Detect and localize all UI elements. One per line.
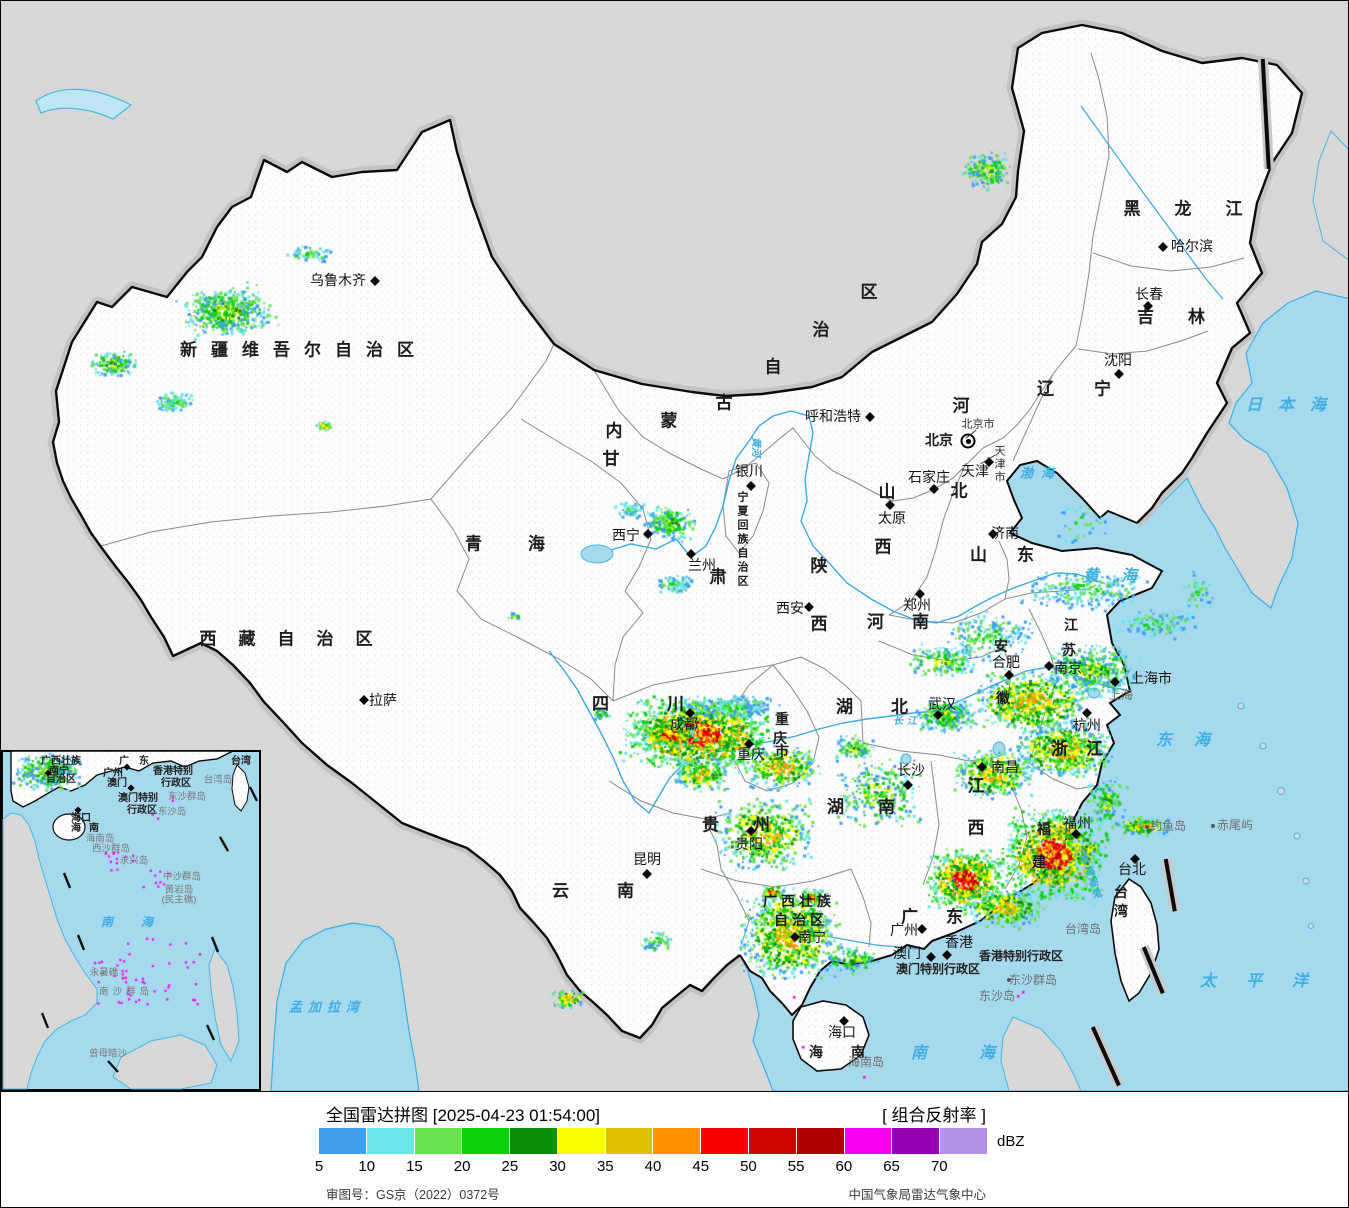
colorbar-cell <box>366 1128 414 1154</box>
colorbar-cell <box>892 1128 940 1154</box>
map-title: 全国雷达拼图 [2025-04-23 01:54:00] <box>326 1106 601 1125</box>
china-radar-map: 新疆维吾尔自治区 西藏自治区 青海甘肃内蒙古自治区陕西山西河北河南 山东江苏安徽湖北四… <box>1 1 1348 1091</box>
legend-panel: 全国雷达拼图 [2025-04-23 01:54:00] [ 组合反射率 ] d… <box>1 1091 1348 1207</box>
colorbar-tick: 5 <box>314 1158 324 1175</box>
colorbar-cell <box>940 1128 987 1154</box>
colorbar-tick: 45 <box>692 1158 710 1175</box>
colorbar-tick: 55 <box>787 1158 805 1175</box>
radar-echo-layer <box>1 1 1348 1091</box>
data-source: 中国气象局雷达气象中心 <box>848 1188 986 1202</box>
license-number: 审图号：GS京（2022）0372号 <box>326 1188 500 1202</box>
colorbar-tick: 15 <box>406 1158 423 1175</box>
colorbar-cell <box>605 1128 653 1154</box>
colorbar-cell <box>319 1128 366 1154</box>
dbz-unit: dBZ <box>997 1133 1025 1150</box>
colorbar-cell <box>510 1128 557 1154</box>
colorbar-tick: 20 <box>453 1158 471 1175</box>
colorbar-cell <box>749 1128 796 1154</box>
colorbar-tick: 60 <box>835 1158 853 1175</box>
colorbar-cell <box>462 1128 510 1154</box>
colorbar-cell <box>796 1128 844 1154</box>
colorbar-tick: 65 <box>883 1158 900 1175</box>
product-label: [ 组合反射率 ] <box>882 1106 986 1125</box>
colorbar-tick: 50 <box>740 1158 757 1175</box>
colorbar-cell <box>653 1128 701 1154</box>
colorbar-tick: 40 <box>644 1158 662 1175</box>
reflectivity-colorbar <box>319 1128 987 1154</box>
colorbar-tick: 35 <box>596 1158 614 1175</box>
colorbar-tick: 25 <box>501 1158 519 1175</box>
colorbar-tick: 70 <box>930 1158 948 1175</box>
colorbar-tick: 30 <box>549 1158 566 1175</box>
colorbar-tick: 10 <box>358 1158 376 1175</box>
colorbar-cell <box>844 1128 892 1154</box>
colorbar-cell <box>557 1128 605 1154</box>
colorbar-cell <box>701 1128 749 1154</box>
colorbar-cell <box>414 1128 462 1154</box>
